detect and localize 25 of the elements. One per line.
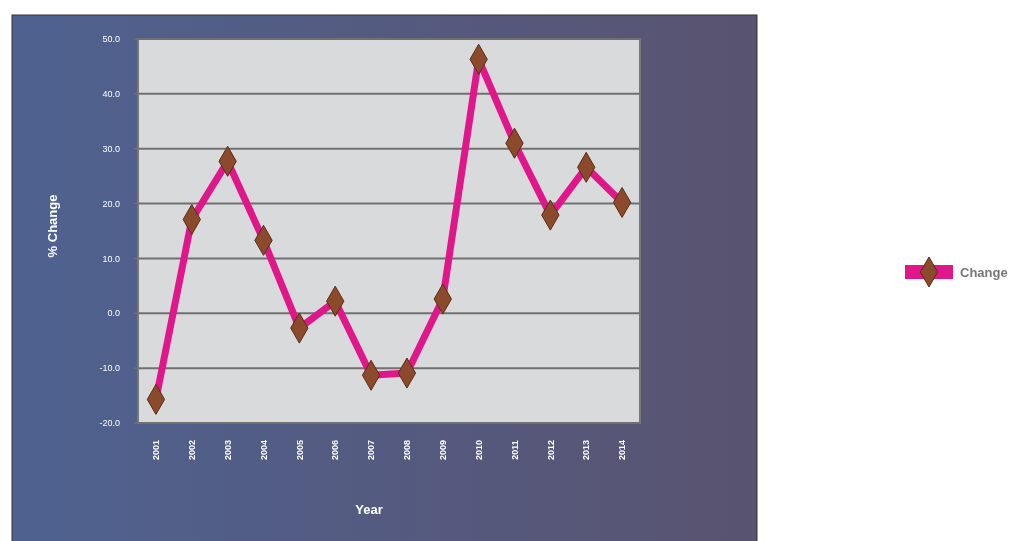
x-tick-label: 2013 [581, 439, 592, 461]
x-tick-label: 2001 [151, 439, 162, 461]
y-tick-label: -10.0 [99, 363, 120, 374]
x-tick-label: 2008 [402, 439, 413, 461]
y-tick-label: 20.0 [102, 198, 120, 209]
x-tick-label: 2002 [186, 439, 197, 461]
x-tick-label: 2005 [294, 439, 305, 461]
x-tick-label: 2011 [509, 440, 520, 460]
y-tick-label: 50.0 [102, 34, 120, 45]
x-tick-label: 2014 [617, 439, 628, 461]
x-tick-label: 2003 [222, 439, 233, 461]
y-tick-label: 0.0 [107, 308, 120, 319]
y-tick-label: -20.0 [99, 418, 120, 429]
y-axis-title: % Change [45, 194, 60, 258]
legend-label: Change [960, 264, 1008, 280]
x-axis-title: Year [355, 502, 383, 517]
x-tick-label: 2009 [437, 439, 448, 461]
y-tick-label: 10.0 [102, 253, 120, 264]
x-tick-label: 2006 [330, 439, 341, 461]
y-tick-label: 40.0 [102, 89, 120, 100]
x-tick-label: 2012 [545, 439, 556, 461]
x-tick-label: 2010 [473, 439, 484, 461]
x-tick-label: 2007 [366, 439, 377, 461]
x-tick-label: 2004 [258, 439, 269, 461]
y-tick-label: 30.0 [102, 143, 120, 154]
